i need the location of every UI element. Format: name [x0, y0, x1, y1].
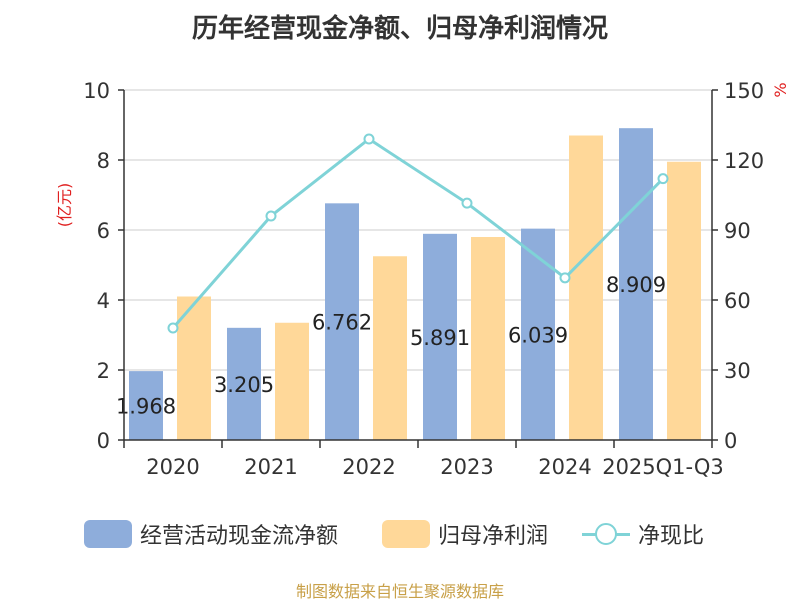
ratio-point — [265, 210, 277, 222]
bar-cash-flow — [129, 371, 163, 440]
left-tick-label: 2 — [97, 359, 110, 383]
legend-label-ratio: 净现比 — [638, 524, 705, 549]
bar-net-profit — [373, 256, 407, 440]
ratio-point — [167, 322, 179, 334]
legend-item-net-profit[interactable]: 归母净利润 — [382, 518, 548, 550]
data-label: 6.762 — [312, 311, 372, 335]
source-note: 制图数据来自恒生聚源数据库 — [295, 582, 504, 601]
ratio-line — [171, 137, 665, 329]
legend-label-net-profit: 归母净利润 — [438, 524, 549, 549]
left-tick-label: 8 — [97, 149, 110, 173]
chart-plot: 1.968 3.205 6.762 5.891 6.039 8.909 0 2 4 6 8 10 0 3… — [55, 79, 790, 479]
right-tick-label: 150 — [724, 79, 764, 103]
legend-swatch-ratio — [582, 520, 630, 548]
left-axis-unit: (亿元) — [55, 183, 74, 228]
x-tick-label: 2023 — [440, 455, 493, 479]
bar-layer — [129, 128, 701, 440]
left-tick-label: 10 — [83, 79, 110, 103]
right-tick-label: 120 — [724, 149, 764, 173]
axes: 0 2 4 6 8 10 0 30 60 90 120 150 2020 2021 2022 2023 2024… — [55, 79, 790, 479]
bar-cash-flow — [521, 228, 555, 440]
bar-cash-flow — [423, 233, 457, 440]
data-label: 8.909 — [606, 273, 666, 297]
data-label: 1.968 — [116, 395, 176, 419]
ratio-point — [461, 197, 473, 209]
legend-swatch-net-profit — [382, 520, 430, 548]
legend-item-ratio[interactable]: 净现比 — [582, 518, 704, 550]
x-tick-label: 2020 — [146, 455, 199, 479]
chart-title: 历年经营现金净额、归母净利润情况 — [191, 14, 608, 44]
bar-net-profit — [275, 322, 309, 440]
right-tick-label: 60 — [724, 289, 751, 313]
right-tick-label: 0 — [724, 429, 737, 453]
legend-item-cash-flow[interactable]: 经营活动现金流净额 — [84, 518, 338, 550]
ratio-point — [559, 272, 571, 284]
left-tick-label: 4 — [97, 289, 110, 313]
left-tick-label: 0 — [97, 429, 110, 453]
bar-cash-flow — [227, 327, 261, 440]
ratio-point — [657, 173, 669, 185]
legend-label-cash-flow: 经营活动现金流净额 — [140, 524, 339, 549]
bar-net-profit — [177, 296, 211, 440]
x-tick-label: 2021 — [244, 455, 297, 479]
data-label-layer: 1.968 3.205 6.762 5.891 6.039 8.909 — [116, 273, 666, 418]
data-label: 6.039 — [508, 323, 568, 347]
right-tick-label: 90 — [724, 219, 751, 243]
legend: 经营活动现金流净额 归母净利润 净现比 — [0, 512, 800, 556]
bar-net-profit — [471, 237, 505, 440]
x-tick-label: 2022 — [342, 455, 395, 479]
data-label: 5.891 — [410, 326, 470, 350]
right-axis-unit: % — [771, 82, 790, 97]
data-label: 3.205 — [214, 373, 274, 397]
bar-net-profit — [569, 135, 603, 440]
bar-cash-flow — [325, 203, 359, 440]
right-tick-label: 30 — [724, 359, 751, 383]
bar-net-profit — [667, 161, 701, 440]
bar-cash-flow — [619, 128, 653, 440]
x-tick-label: 2024 — [538, 455, 591, 479]
left-tick-label: 6 — [97, 219, 110, 243]
ratio-line-layer — [167, 133, 669, 334]
ratio-point — [363, 133, 375, 145]
legend-swatch-cash-flow — [84, 520, 132, 548]
x-tick-label: 2025Q1-Q3 — [602, 455, 724, 479]
